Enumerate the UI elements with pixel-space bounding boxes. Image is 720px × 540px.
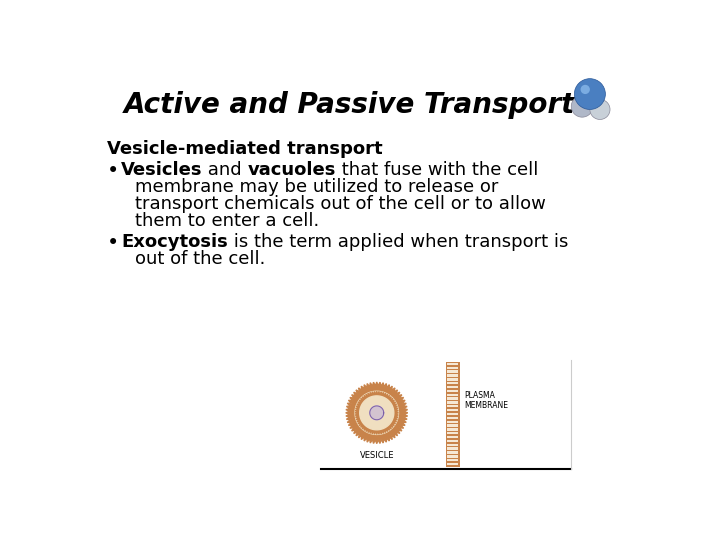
Bar bbox=[447, 424, 458, 427]
Text: transport chemicals out of the cell or to allow: transport chemicals out of the cell or t… bbox=[135, 195, 546, 213]
Polygon shape bbox=[355, 392, 398, 434]
Text: out of the cell.: out of the cell. bbox=[135, 251, 266, 268]
Text: PLASMA
MEMBRANE: PLASMA MEMBRANE bbox=[464, 391, 508, 410]
Polygon shape bbox=[360, 396, 394, 430]
Bar bbox=[447, 451, 458, 454]
Text: Vesicles: Vesicles bbox=[121, 161, 202, 179]
Bar bbox=[447, 417, 458, 419]
Bar bbox=[447, 413, 458, 415]
Bar bbox=[447, 421, 458, 423]
Bar bbox=[447, 455, 458, 457]
Bar bbox=[447, 459, 458, 461]
Bar bbox=[447, 448, 458, 450]
Bar bbox=[447, 378, 458, 381]
Bar bbox=[447, 397, 458, 400]
Text: and: and bbox=[202, 161, 248, 179]
Bar bbox=[447, 401, 458, 403]
Text: that fuse with the cell: that fuse with the cell bbox=[336, 161, 539, 179]
Bar bbox=[447, 374, 458, 377]
Bar bbox=[447, 386, 458, 388]
Text: VESICLE: VESICLE bbox=[359, 451, 394, 460]
Text: membrane may be utilized to release or: membrane may be utilized to release or bbox=[135, 178, 498, 196]
Bar bbox=[447, 463, 458, 465]
Bar bbox=[447, 405, 458, 408]
Bar bbox=[447, 382, 458, 384]
Text: •: • bbox=[107, 233, 120, 253]
Text: vacuoles: vacuoles bbox=[248, 161, 336, 179]
Text: Active and Passive Transport: Active and Passive Transport bbox=[124, 91, 575, 119]
Polygon shape bbox=[370, 406, 384, 420]
Bar bbox=[447, 367, 458, 369]
Bar bbox=[447, 428, 458, 430]
Bar bbox=[447, 394, 458, 396]
Polygon shape bbox=[346, 382, 408, 444]
Bar bbox=[447, 363, 458, 365]
Bar bbox=[446, 362, 459, 467]
Text: them to enter a cell.: them to enter a cell. bbox=[135, 212, 319, 230]
Bar bbox=[447, 390, 458, 392]
Text: Exocytosis: Exocytosis bbox=[121, 233, 228, 252]
Circle shape bbox=[575, 79, 606, 110]
Bar bbox=[447, 436, 458, 438]
Circle shape bbox=[590, 99, 610, 119]
Polygon shape bbox=[355, 392, 398, 434]
Bar bbox=[447, 440, 458, 442]
Circle shape bbox=[580, 85, 590, 94]
Text: is the term applied when transport is: is the term applied when transport is bbox=[228, 233, 568, 252]
Bar bbox=[447, 432, 458, 434]
Bar bbox=[447, 409, 458, 411]
Text: •: • bbox=[107, 161, 120, 181]
Text: Vesicle-mediated transport: Vesicle-mediated transport bbox=[107, 140, 382, 158]
Circle shape bbox=[571, 96, 593, 117]
Bar bbox=[447, 370, 458, 373]
Bar bbox=[447, 444, 458, 446]
